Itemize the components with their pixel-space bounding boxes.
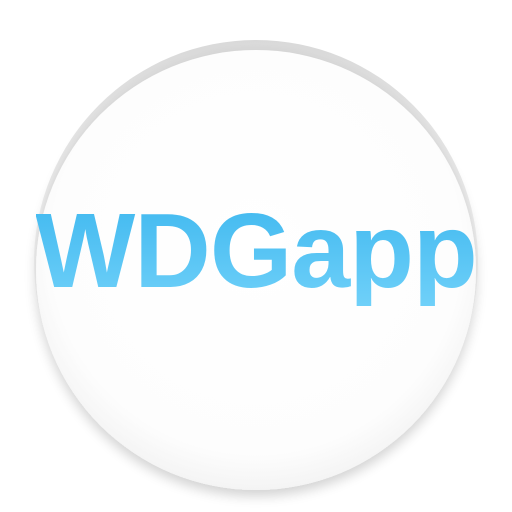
- icon-face: [36, 50, 476, 490]
- app-wordmark: WDGapp: [35, 192, 478, 310]
